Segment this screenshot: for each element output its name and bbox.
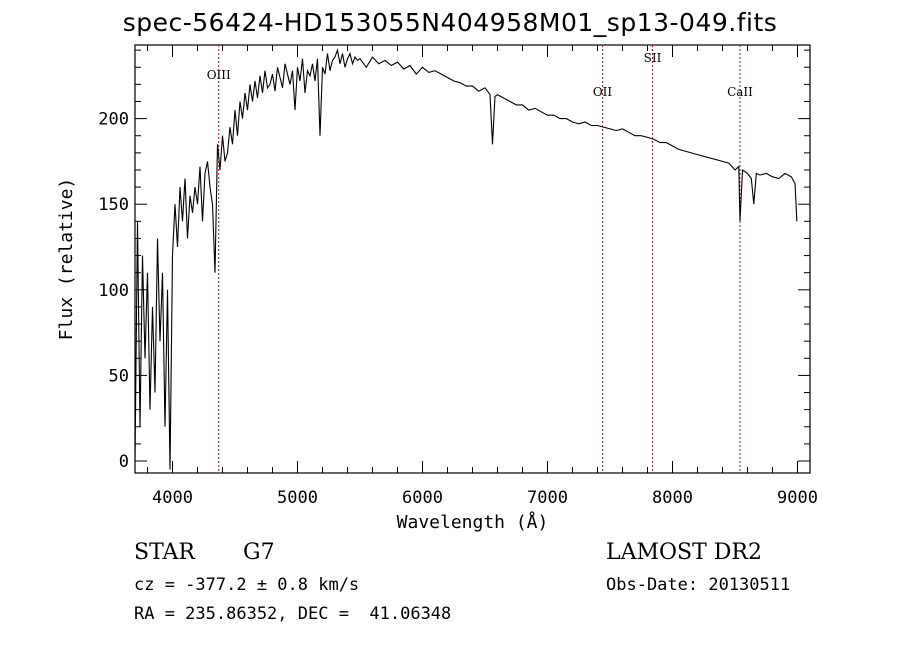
coords-text: RA = 235.86352, DEC = 41.06348	[134, 604, 452, 624]
y-tick-label: 100	[98, 281, 129, 301]
redshift-text: cz = -377.2 ± 0.8 km/s	[134, 575, 360, 595]
y-axis-label: Flux (relative)	[56, 178, 77, 341]
line-label-sii: SII	[644, 51, 662, 65]
x-tick-label: 7000	[527, 488, 568, 508]
x-axis-label: Wavelength (Å)	[397, 511, 549, 533]
x-tick-label: 8000	[652, 488, 693, 508]
x-tick-label: 5000	[277, 488, 318, 508]
x-tick-label: 6000	[402, 488, 443, 508]
x-tick-label: 4000	[152, 488, 193, 508]
y-tick-label: 150	[98, 195, 129, 215]
chart-title: spec-56424-HD153055N404958M01_sp13-049.f…	[122, 8, 778, 37]
line-label-oii: OII	[593, 85, 613, 99]
y-tick-label: 0	[119, 452, 129, 472]
obs-date-text: Obs-Date: 20130511	[606, 575, 791, 595]
spectrum-line	[134, 48, 798, 470]
line-label-caii: CaII	[727, 85, 753, 99]
plot-frame	[134, 44, 811, 474]
object-subclass: G7	[243, 540, 275, 565]
object-class: STAR	[134, 540, 195, 565]
survey-label: LAMOST DR2	[606, 540, 762, 565]
y-tick-label: 200	[98, 110, 129, 130]
y-tick-label: 50	[109, 366, 129, 386]
line-label-oiii: OIII	[207, 68, 231, 82]
x-tick-label: 9000	[777, 488, 818, 508]
